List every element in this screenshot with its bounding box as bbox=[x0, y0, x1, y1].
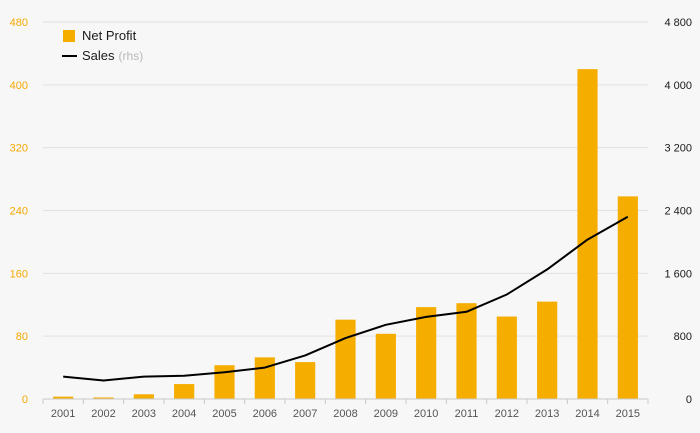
bar-net-profit bbox=[214, 365, 235, 399]
y-right-tick-label: 4 000 bbox=[664, 80, 692, 92]
legend-label-sales-name: Sales bbox=[82, 48, 115, 63]
x-tick-label: 2006 bbox=[253, 408, 277, 420]
net-profit-bars bbox=[53, 69, 638, 399]
bar-net-profit bbox=[375, 333, 396, 399]
sales-line bbox=[63, 215, 629, 382]
bar-net-profit bbox=[133, 394, 154, 399]
y-right-tick-label: 3 200 bbox=[664, 143, 692, 155]
legend: Net Profit Sales (rhs) bbox=[62, 28, 143, 63]
x-tick-label: 2010 bbox=[414, 408, 438, 420]
axes: 0 80 160 240 320 400 480 0 800 1 600 2 400 3 200 4 0… bbox=[10, 17, 692, 420]
x-tick-label: 2002 bbox=[91, 408, 115, 420]
bar-net-profit bbox=[617, 196, 638, 399]
x-tick-label: 2004 bbox=[172, 408, 196, 420]
y-left-tick-label: 400 bbox=[10, 80, 28, 92]
x-tick-label: 2014 bbox=[575, 408, 599, 420]
bar-net-profit bbox=[456, 303, 477, 399]
legend-label-sales: Sales (rhs) bbox=[82, 48, 143, 63]
x-tick-label: 2008 bbox=[333, 408, 357, 420]
y-left-tick-label: 480 bbox=[10, 17, 28, 29]
y-right-tick-label: 0 bbox=[686, 394, 692, 406]
gridlines bbox=[43, 21, 648, 337]
y-right-tick-label: 800 bbox=[674, 331, 692, 343]
sales-line-layer bbox=[63, 215, 629, 382]
x-tick-label: 2012 bbox=[495, 408, 519, 420]
legend-label-sales-suffix: (rhs) bbox=[119, 49, 144, 63]
x-tick-label: 2003 bbox=[132, 408, 156, 420]
x-tick-label: 2009 bbox=[374, 408, 398, 420]
bar-net-profit bbox=[295, 362, 316, 399]
y-left-tick-label: 160 bbox=[10, 268, 28, 280]
legend-swatch-net-profit bbox=[63, 30, 75, 42]
y-right-tick-label: 4 800 bbox=[664, 17, 692, 29]
y-left-tick-label: 80 bbox=[16, 331, 28, 343]
bar-net-profit bbox=[537, 301, 558, 399]
legend-label-net-profit: Net Profit bbox=[82, 28, 137, 43]
x-tick-label: 2011 bbox=[455, 408, 479, 420]
y-left-tick-label: 240 bbox=[10, 206, 28, 218]
bar-net-profit bbox=[93, 397, 114, 399]
x-tick-label: 2007 bbox=[293, 408, 317, 420]
y-left-tick-label: 320 bbox=[10, 143, 28, 155]
bar-net-profit bbox=[53, 396, 74, 399]
bar-net-profit bbox=[577, 69, 598, 399]
bar-net-profit bbox=[496, 316, 517, 399]
bar-net-profit bbox=[335, 319, 356, 399]
bar-net-profit bbox=[416, 307, 437, 399]
x-tick-label: 2001 bbox=[51, 408, 75, 420]
y-right-tick-label: 2 400 bbox=[664, 206, 692, 218]
y-left-tick-label: 0 bbox=[22, 394, 28, 406]
y-right-tick-label: 1 600 bbox=[664, 268, 692, 280]
bar-net-profit bbox=[174, 384, 195, 399]
bar-net-profit bbox=[254, 357, 275, 399]
x-tick-label: 2013 bbox=[535, 408, 559, 420]
x-tick-label: 2005 bbox=[212, 408, 236, 420]
x-tick-label: 2015 bbox=[616, 408, 640, 420]
